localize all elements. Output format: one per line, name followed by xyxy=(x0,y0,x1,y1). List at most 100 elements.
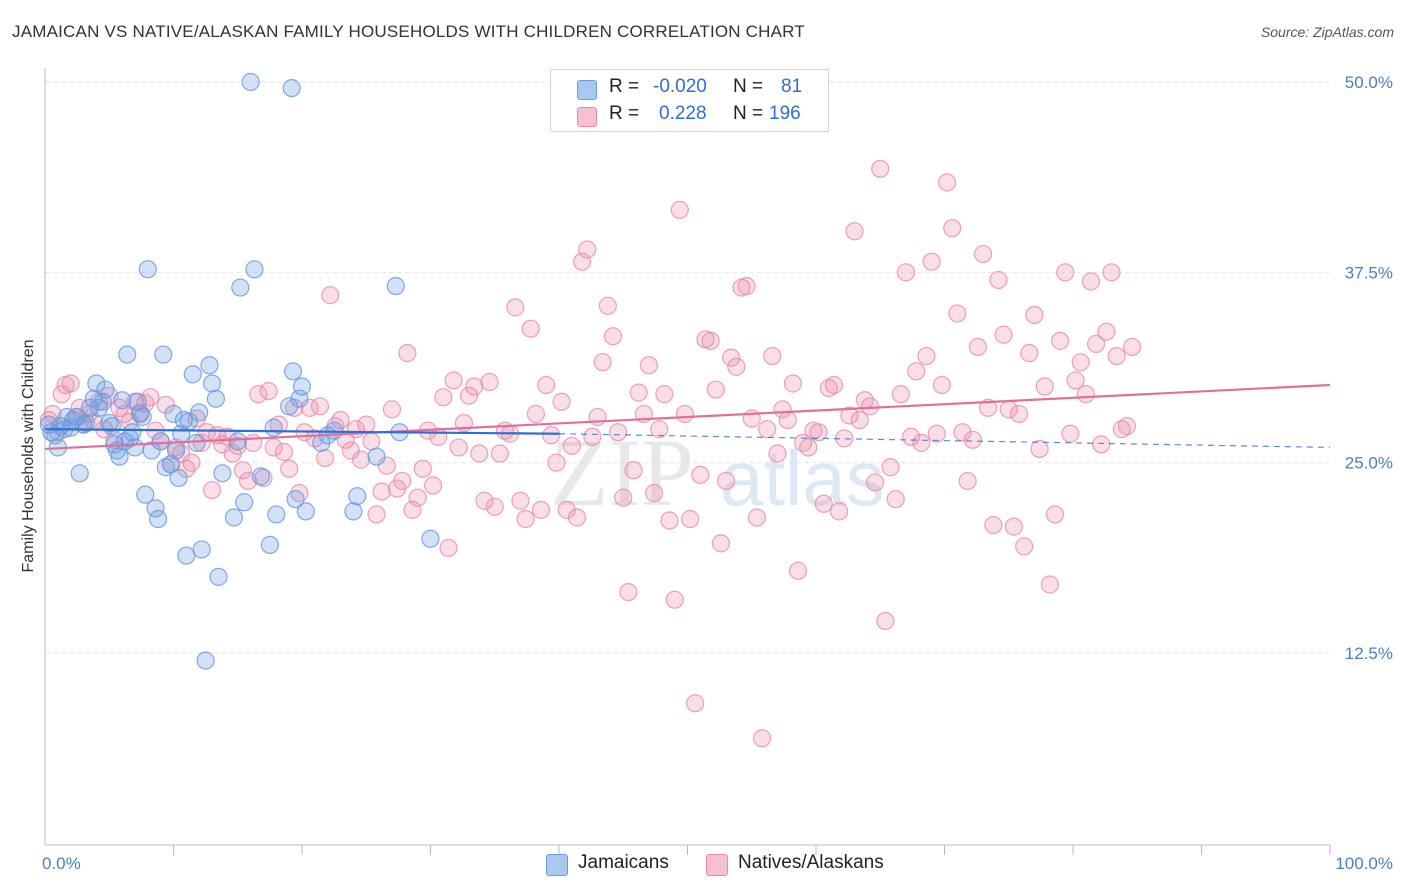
natives-point xyxy=(423,476,443,495)
y-tick-label: 37.5% xyxy=(1345,263,1393,282)
watermark: ZIP atlas xyxy=(550,419,885,526)
source-label: Source: ZipAtlas.com xyxy=(1260,24,1394,40)
jamaicans-points xyxy=(39,72,440,670)
gridlines xyxy=(45,81,1330,654)
jamaicans-point xyxy=(177,546,196,565)
natives-point xyxy=(367,505,386,524)
natives-point xyxy=(316,448,335,468)
natives-point xyxy=(850,410,869,430)
natives-point xyxy=(891,385,910,404)
jamaicans-point xyxy=(161,455,181,474)
jamaicans-point xyxy=(125,438,145,457)
natives-point xyxy=(377,456,396,475)
natives-point xyxy=(331,410,350,430)
y-tick-label: 25.0% xyxy=(1345,454,1393,473)
natives-point xyxy=(490,444,509,463)
y-tick-labels: 12.5% 25.0% 37.5% 50.0% xyxy=(1345,73,1393,663)
natives-point xyxy=(953,423,972,442)
natives-point xyxy=(429,427,448,446)
natives-point xyxy=(629,383,648,402)
jamaicans-point xyxy=(148,509,168,529)
natives-trend-line xyxy=(44,383,1331,451)
legend-n-value: 196 xyxy=(769,103,801,124)
natives-point xyxy=(1035,377,1054,396)
jamaicans-point xyxy=(68,407,87,427)
jamaicans-trend-extension xyxy=(558,433,1331,449)
jamaicans-point xyxy=(112,391,132,410)
natives-point xyxy=(824,375,844,395)
jamaicans-point xyxy=(245,260,264,279)
natives-point xyxy=(768,444,787,463)
jamaicans-point xyxy=(231,278,250,297)
natives-point xyxy=(994,325,1013,344)
jamaicans-point xyxy=(136,485,155,504)
natives-point xyxy=(814,494,833,513)
natives-point xyxy=(1112,420,1131,439)
natives-point xyxy=(819,378,838,398)
natives-point xyxy=(670,200,689,220)
y-tick-label: 12.5% xyxy=(1345,644,1393,663)
natives-point xyxy=(593,353,612,372)
natives-point xyxy=(1004,517,1023,536)
jamaicans-point xyxy=(286,490,305,509)
natives-point xyxy=(937,173,957,192)
jamaicans-point xyxy=(96,380,115,399)
natives-point xyxy=(408,488,427,507)
natives-point xyxy=(372,482,391,501)
natives-point xyxy=(830,502,849,521)
natives-point xyxy=(547,453,566,472)
jamaicans-point xyxy=(169,468,188,487)
natives-point xyxy=(752,729,772,748)
natives-point xyxy=(1092,435,1111,454)
jamaicans-point xyxy=(224,508,243,527)
jamaicans-point xyxy=(102,417,121,436)
natives-point xyxy=(917,346,936,366)
jamaicans-point xyxy=(130,404,150,424)
natives-point xyxy=(480,372,499,392)
natives-point xyxy=(727,357,746,376)
natives-point xyxy=(901,427,921,446)
natives-point xyxy=(233,461,252,480)
natives-point xyxy=(598,296,617,315)
natives-point xyxy=(588,407,607,427)
natives-point xyxy=(562,436,581,456)
natives-point xyxy=(274,442,294,462)
jamaicans-point xyxy=(154,345,173,364)
natives-point xyxy=(716,471,736,491)
natives-point xyxy=(1025,305,1044,325)
natives-point xyxy=(531,500,551,519)
jamaicans-point xyxy=(87,374,106,393)
natives-point xyxy=(182,453,201,472)
jamaicans-point xyxy=(209,567,228,586)
natives-point xyxy=(516,509,535,529)
natives-point xyxy=(711,534,731,553)
x-tick-label-max: 100.0% xyxy=(1335,854,1393,873)
natives-point xyxy=(912,433,931,452)
natives-point xyxy=(280,459,299,478)
jamaicans-point xyxy=(235,493,254,512)
jamaicans-point xyxy=(421,529,440,548)
jamaicans-point xyxy=(200,356,219,375)
natives-point xyxy=(932,375,952,395)
natives-point xyxy=(881,458,900,477)
natives-point xyxy=(747,508,766,527)
natives-point xyxy=(1040,575,1059,594)
natives-point xyxy=(660,511,679,530)
natives-point xyxy=(1117,417,1137,436)
natives-point xyxy=(609,423,628,442)
natives-point xyxy=(763,346,782,366)
natives-point xyxy=(1051,331,1070,350)
natives-point xyxy=(485,497,504,516)
natives-point xyxy=(578,240,597,259)
jamaicans-point xyxy=(164,404,183,424)
watermark-atlas: atlas xyxy=(720,434,885,522)
jamaicans-point xyxy=(292,377,312,396)
natives-point xyxy=(758,420,777,439)
jamaicans-point xyxy=(367,447,386,466)
natives-point xyxy=(619,582,638,602)
x-tick-label-min: 0.0% xyxy=(42,854,81,873)
natives-point xyxy=(526,404,545,424)
natives-point xyxy=(1081,272,1101,291)
natives-point xyxy=(896,263,916,282)
natives-point xyxy=(259,382,278,401)
